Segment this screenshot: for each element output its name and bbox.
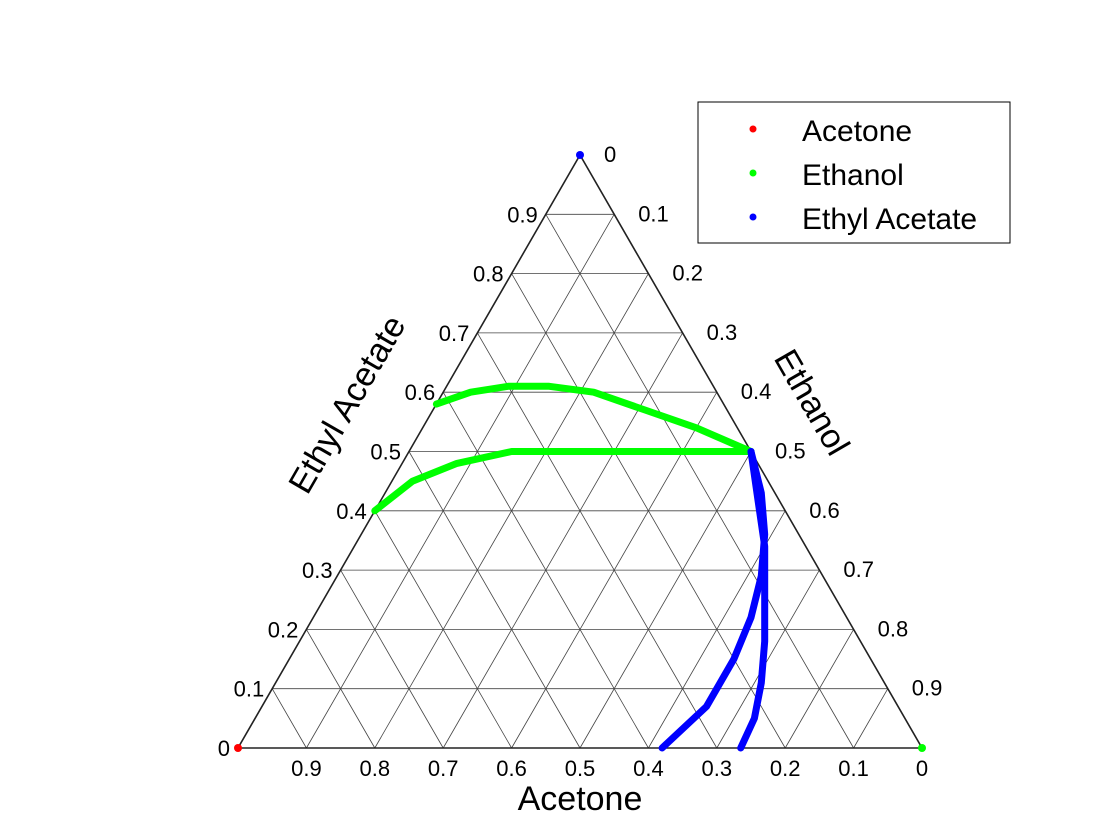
tick-label-ethanol: 0.7 xyxy=(843,557,874,582)
legend-label-acetone: Acetone xyxy=(802,115,912,148)
tick-label-ethyl-acetate: 0.6 xyxy=(405,380,436,405)
tick-label-ethanol: 0.8 xyxy=(878,616,909,641)
grid-line-ethanol xyxy=(579,451,752,749)
curve-ethanol-1 xyxy=(371,448,755,515)
grid-line-ethanol xyxy=(784,629,854,749)
tick-label-ethanol: 0.9 xyxy=(912,676,943,701)
grid-line-ethanol xyxy=(442,332,683,749)
tick-label-ethanol: 0.6 xyxy=(809,498,840,523)
grid-line-acetone xyxy=(271,688,307,749)
vertex-point-acetone xyxy=(234,744,242,752)
tick-label-acetone: 0.8 xyxy=(360,756,391,781)
tick-label-ethyl-acetate: 0.5 xyxy=(370,440,401,465)
tick-labels: 0.9 0.8 0.7 0.6 0.5 0.4 0.3 0.2 0.1 0 0 0.1 0.2 0.3 0.… xyxy=(218,142,943,781)
legend-marker-ethanol xyxy=(749,169,757,177)
legend-label-ethanol: Ethanol xyxy=(802,159,904,192)
tick-label-ethyl-acetate: 0.7 xyxy=(439,321,470,346)
curve-ethyl-acetate-2 xyxy=(658,448,769,752)
curve-ethanol-0 xyxy=(432,382,755,455)
grid-line-acetone xyxy=(306,629,376,749)
tick-label-ethanol: 0.2 xyxy=(672,261,703,286)
tick-label-ethyl-acetate: 0.3 xyxy=(302,558,333,583)
grid-line-acetone xyxy=(340,569,444,749)
grid-layer xyxy=(271,213,889,749)
grid-line-acetone xyxy=(408,451,581,749)
vertex-markers xyxy=(234,151,926,752)
curve-ethyl-acetate-3 xyxy=(737,448,769,752)
grid-line-acetone xyxy=(477,332,718,749)
grid-line-ethanol xyxy=(853,688,889,749)
legend-marker-ethyl-acetate xyxy=(749,213,757,221)
tick-label-ethyl-acetate: 0.9 xyxy=(507,202,538,227)
tick-label-ethyl-acetate: 0 xyxy=(218,736,230,761)
axis-title-ethyl-acetate: Ethyl Acetate xyxy=(281,309,413,500)
tick-label-ethanol: 0.5 xyxy=(775,439,806,464)
tick-label-acetone: 0 xyxy=(916,756,928,781)
legend: Acetone Ethanol Ethyl Acetate xyxy=(697,101,1011,244)
tick-label-acetone: 0.2 xyxy=(770,756,801,781)
tick-label-acetone: 0.9 xyxy=(291,756,322,781)
vertex-point-ethyl-acetate xyxy=(576,151,584,159)
grid-line-acetone xyxy=(374,510,512,749)
legend-label-ethyl-acetate: Ethyl Acetate xyxy=(802,203,977,236)
tick-label-acetone: 0.6 xyxy=(496,756,527,781)
tick-label-ethanol: 0 xyxy=(604,142,616,167)
tick-label-acetone: 0.7 xyxy=(428,756,459,781)
tick-label-ethyl-acetate: 0.4 xyxy=(336,499,367,524)
curves-layer xyxy=(371,382,769,752)
grid-line-acetone xyxy=(545,214,854,749)
tick-label-ethyl-acetate: 0.1 xyxy=(234,677,265,702)
tick-label-ethanol: 0.1 xyxy=(638,201,669,226)
grid-line-ethanol xyxy=(716,569,820,749)
tick-label-acetone: 0.4 xyxy=(633,756,664,781)
legend-box xyxy=(697,101,1011,244)
tick-label-ethanol: 0.4 xyxy=(741,379,772,404)
tick-label-ethyl-acetate: 0.2 xyxy=(268,617,299,642)
tick-label-acetone: 0.3 xyxy=(702,756,733,781)
legend-marker-acetone xyxy=(749,125,757,133)
tick-label-ethanol: 0.3 xyxy=(707,320,738,345)
tick-label-acetone: 0.1 xyxy=(838,756,869,781)
vertex-point-ethanol xyxy=(918,744,926,752)
tick-label-acetone: 0.5 xyxy=(565,756,596,781)
axis-title-acetone: Acetone xyxy=(518,780,643,818)
grid-line-ethanol xyxy=(306,214,615,749)
tick-label-ethyl-acetate: 0.8 xyxy=(473,262,504,287)
